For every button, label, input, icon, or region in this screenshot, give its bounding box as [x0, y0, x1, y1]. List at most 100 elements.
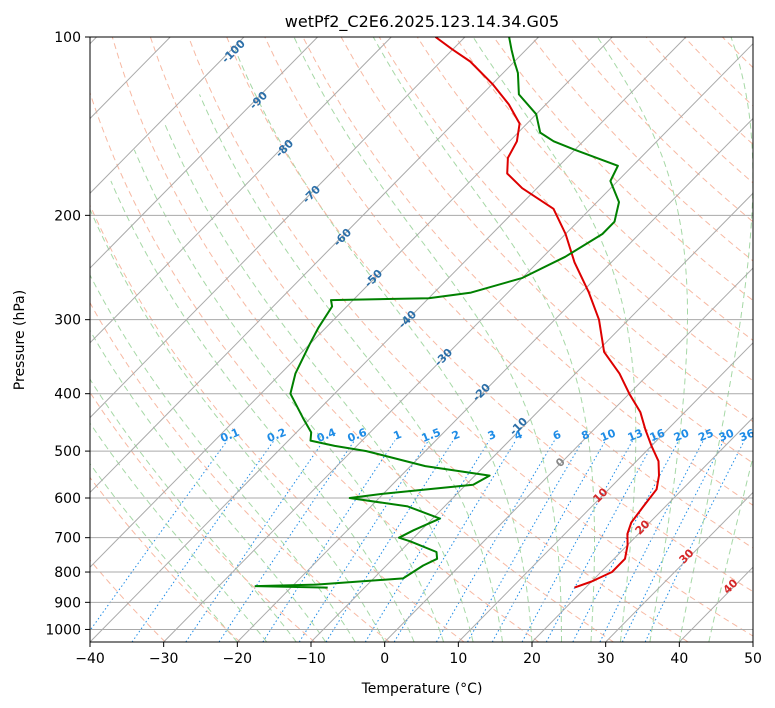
y-tick-label: 400: [54, 387, 81, 403]
isotherm-label: -90: [247, 89, 270, 112]
x-tick-label: −30: [149, 651, 179, 667]
x-axis-label: Temperature (°C): [361, 681, 483, 697]
x-axis: −40 −30 −20 −10 0 10 20 30 40 50: [75, 642, 762, 667]
moist-adiabat-line: [133, 149, 445, 642]
isotherm-line: [236, 117, 753, 642]
mixing-ratio-label: 13: [626, 426, 645, 444]
isotherm-line: [90, 37, 466, 419]
mixing-ratio-label: 20: [672, 426, 691, 444]
x-tick-label: −10: [296, 651, 326, 667]
temperature-profile-line: [434, 37, 660, 589]
mixing-ratio-line: [599, 440, 704, 642]
dry-adiabat-label: 30: [677, 546, 697, 566]
moist-adiabat-line: [234, 49, 533, 642]
dry-adiabat-line: [761, 37, 775, 642]
y-tick-label: 700: [54, 531, 81, 547]
mixing-ratio-label: 30: [717, 426, 736, 444]
mixing-ratio-line: [185, 440, 325, 642]
mixing-ratio-label: 25: [696, 426, 715, 444]
moist-adiabat-line: [372, 37, 595, 642]
moist-adiabat-line: [472, 37, 637, 642]
moist-adiabat-line: [90, 274, 356, 642]
x-tick-label: 30: [597, 651, 615, 667]
isotherm-line: [90, 37, 392, 344]
mixing-ratio-line: [218, 440, 355, 642]
mixing-ratio-label: 0.2: [265, 426, 288, 445]
dry-adiabat-line: [90, 91, 540, 642]
moist-adiabat-line: [199, 94, 503, 642]
y-tick-label: 300: [54, 313, 81, 329]
dewpoint-profile-line: [254, 37, 620, 589]
isotherm-line: [90, 37, 318, 269]
dry-adiabat-line: [111, 37, 614, 642]
moist-adiabat-line: [110, 180, 415, 642]
mixing-ratio-label: 0.1: [218, 426, 241, 445]
isotherm-label: -50: [362, 267, 385, 290]
isotherm-line: [605, 491, 753, 642]
mixing-ratio-label: 6: [551, 428, 563, 443]
moist-adiabat-line: [678, 37, 753, 642]
dry-adiabat-line: [302, 37, 753, 506]
moist-adiabat-line: [90, 378, 297, 642]
moist-adiabat-line: [293, 37, 562, 642]
isotherm-label: -70: [300, 183, 323, 206]
y-tick-label: 1000: [45, 622, 81, 638]
dry-adiabat-line: [149, 37, 689, 642]
mixing-ratio-line: [621, 440, 725, 642]
dry-adiabats: [90, 37, 775, 642]
mixing-ratio-line: [262, 440, 396, 642]
y-tick-label: 600: [54, 491, 81, 507]
isotherm-label: -10: [507, 415, 530, 438]
moist-adiabat-line: [164, 123, 474, 642]
moist-adiabat-line: [90, 462, 238, 642]
x-tick-label: 20: [523, 651, 541, 667]
mixing-ratio-label: 0.4: [315, 426, 338, 445]
x-tick-label: 10: [449, 651, 467, 667]
y-axis-label: Pressure (hPa): [12, 290, 28, 390]
mixing-ratio-label: 1.5: [420, 426, 443, 445]
isotherm-line: [310, 192, 753, 642]
mixing-ratio-label: 10: [599, 426, 618, 444]
dry-adiabat-line: [188, 37, 753, 637]
mixing-ratio-line: [644, 440, 745, 642]
moist-adiabat-line: [90, 329, 327, 642]
mixing-ratio-line: [364, 440, 490, 642]
isotherm-label: -60: [331, 226, 354, 249]
isotherm-line: [90, 37, 245, 194]
dry-adiabat-line: [531, 37, 753, 262]
dry-adiabat-line: [455, 37, 753, 341]
moist-adiabat-line: [708, 455, 753, 642]
moist-adiabat-line: [596, 37, 688, 642]
moist-adiabat-line: [90, 208, 386, 642]
isotherm-line: [678, 566, 753, 642]
y-tick-label: 100: [54, 30, 81, 46]
dry-adiabat-line: [264, 37, 753, 549]
dry-adiabat-line: [90, 476, 241, 642]
dry-adiabat-line: [645, 37, 753, 145]
mixing-ratio-line: [131, 440, 275, 642]
mixing-ratio-line: [467, 440, 584, 642]
mixing-ratio-lines: [90, 440, 745, 642]
dry-adiabat-line: [378, 37, 753, 423]
mixing-ratio-line: [572, 440, 680, 642]
x-tick-label: 50: [744, 651, 762, 667]
profiles: [254, 37, 660, 589]
mixing-ratio-label: 8: [579, 428, 591, 443]
mixing-ratio-line: [435, 440, 555, 642]
y-tick-label: 800: [54, 565, 81, 581]
y-axis: 100 200 300 400 500 600 700 800 900 1000: [45, 30, 90, 638]
isotherm-line: [90, 37, 613, 568]
mixing-ratio-line: [545, 440, 656, 642]
x-tick-label: 40: [670, 651, 688, 667]
mixing-ratio-label: 16: [648, 426, 667, 444]
mixing-ratio-line: [521, 440, 634, 642]
y-tick-label: 200: [54, 208, 81, 224]
mixing-ratio-line: [325, 440, 454, 642]
x-tick-label: −20: [223, 651, 253, 667]
x-tick-label: 0: [380, 651, 389, 667]
dry-adiabat-line: [90, 391, 316, 642]
isotherm-line: [90, 37, 687, 642]
mixing-ratio-label: 1: [392, 428, 404, 443]
mixing-ratio-line: [298, 440, 429, 642]
